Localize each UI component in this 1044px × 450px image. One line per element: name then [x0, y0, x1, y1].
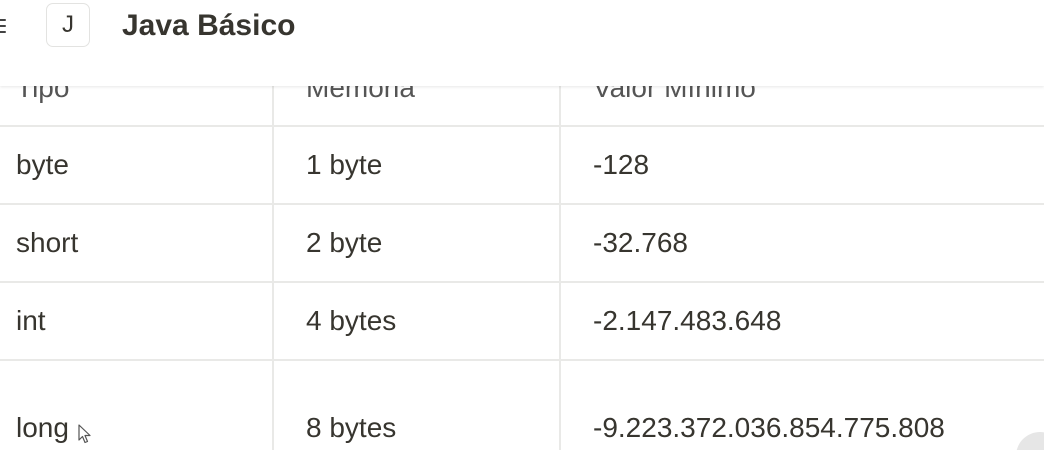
cell-memoria[interactable]: 8 bytes: [272, 359, 561, 450]
cell-valor-minimo[interactable]: -2.147.483.648: [559, 281, 1044, 361]
cell-valor-minimo[interactable]: -9.223.372.036.854.775.808: [559, 359, 1044, 450]
cell-tipo[interactable]: byte: [0, 125, 274, 205]
types-table: Tipo Memória Valor Mínimo byte 1 byte -1…: [0, 48, 1044, 450]
cell-memoria[interactable]: 4 bytes: [272, 281, 561, 361]
hamburger-menu-icon[interactable]: [0, 14, 14, 38]
page-icon-letter: J: [62, 11, 74, 38]
cell-tipo[interactable]: int: [0, 281, 274, 361]
table-row: short 2 byte -32.768: [0, 203, 1044, 283]
cell-tipo[interactable]: short: [0, 203, 274, 283]
cell-memoria[interactable]: 1 byte: [272, 125, 561, 205]
table-row: int 4 bytes -2.147.483.648: [0, 281, 1044, 361]
top-bar: J Java Básico: [0, 0, 1044, 86]
mouse-cursor-icon: [78, 424, 91, 444]
cell-tipo[interactable]: long: [0, 359, 274, 450]
page-icon[interactable]: J: [46, 3, 90, 47]
cell-valor-minimo[interactable]: -128: [559, 125, 1044, 205]
cell-valor-minimo[interactable]: -32.768: [559, 203, 1044, 283]
table-row: long 8 bytes -9.223.372.036.854.775.808: [0, 359, 1044, 450]
page-title: Java Básico: [122, 9, 296, 42]
cell-memoria[interactable]: 2 byte: [272, 203, 561, 283]
table-row: byte 1 byte -128: [0, 125, 1044, 205]
